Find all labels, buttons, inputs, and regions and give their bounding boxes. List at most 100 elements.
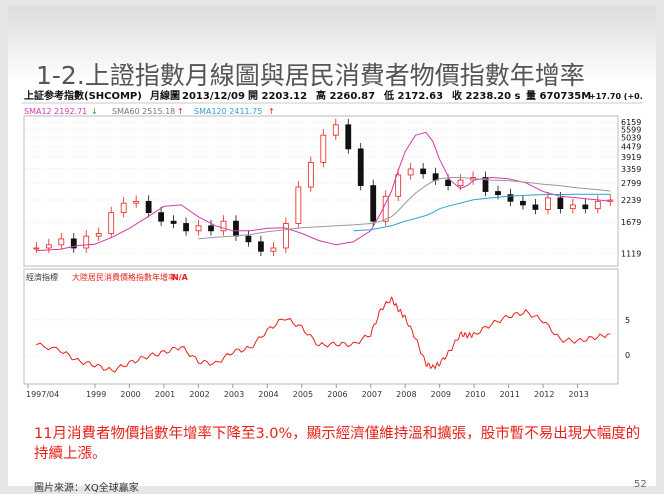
price-tick-label: 3359.64 <box>621 165 642 174</box>
candle-body <box>482 177 489 192</box>
candle-body <box>507 194 514 202</box>
candle-body <box>295 186 302 224</box>
candle-body <box>245 235 252 243</box>
candle-body <box>145 200 152 214</box>
candle-body <box>183 223 189 232</box>
candle-body <box>307 161 314 188</box>
moving-averages <box>36 131 611 252</box>
x-tick-label: 2003 <box>224 390 244 399</box>
x-tick-label: 2002 <box>189 390 209 399</box>
candle-body <box>45 244 52 249</box>
ma-line-sma60 <box>198 177 611 240</box>
chart-panel: 上証参考指數(SHCOMP) 月線圖 2013/12/09 開 2203.12 … <box>22 88 664 414</box>
candle-body <box>83 235 90 249</box>
candle-body <box>320 134 327 163</box>
candlesticks <box>33 118 614 257</box>
candle-body <box>407 168 414 176</box>
x-tick-label: 2005 <box>293 390 313 399</box>
quote-date: 2013/12/09 <box>182 91 245 102</box>
sma12-arrow-icon: ↓ <box>91 107 98 116</box>
cpi-grid <box>24 319 618 356</box>
cpi-plot-frame <box>23 268 619 385</box>
price-tick-label: 4479.52 <box>621 143 642 152</box>
candle-body <box>58 238 65 246</box>
price-tick-label: 1119.88 <box>621 249 642 258</box>
candle-body <box>258 241 264 252</box>
candle-body <box>370 185 377 222</box>
x-tick-label: 1999 <box>86 390 106 399</box>
quote-change: +17.70 (+0.80%) <box>589 92 642 101</box>
price-plot-frame <box>23 115 619 267</box>
candle-body <box>332 124 339 136</box>
candle-body <box>582 204 589 210</box>
price-tick-label: 5599.40 <box>621 125 642 134</box>
lower-indicator-name: 經濟指標 <box>26 272 58 282</box>
quote-close: 收 2238.20 s <box>452 89 521 102</box>
price-tick-label: 2799.70 <box>621 179 642 188</box>
candle-body <box>133 200 140 204</box>
quote-volume: 量 670735M <box>526 89 591 102</box>
price-axis: 6159.345599.405039.454479.523919.58 3359.… <box>621 118 654 258</box>
candle-body <box>70 238 77 249</box>
lower-series-name: 大陸居民消費價格指數年增率 <box>72 272 176 282</box>
x-tick-label: 2010 <box>465 390 485 399</box>
slide-caption: 11月消費者物價指數年增率下降至3.0%，顯示經濟僅維持溫和擴張，股市暫不易出現… <box>34 426 641 462</box>
slide-title: 1-2.上證指數月線圖與居民消費者物價指數年增率 <box>36 61 585 90</box>
candle-body <box>594 200 601 210</box>
price-tick-label: 3919.58 <box>621 153 642 162</box>
x-tick-label: 2008 <box>396 390 416 399</box>
cpi-line <box>36 296 611 373</box>
x-tick-label: 2009 <box>431 390 451 399</box>
candle-body <box>233 220 239 237</box>
x-tick-label: 2000 <box>120 390 140 399</box>
candle-body <box>208 225 214 232</box>
candle-body <box>120 202 127 214</box>
cpi-tick-label: 5 <box>625 316 630 325</box>
sma60-arrow-icon: ↑ <box>177 107 184 116</box>
sma12-label: SMA12 2192.71 <box>24 107 87 116</box>
cpi-axis: 50 <box>625 316 630 360</box>
candle-body <box>170 220 177 224</box>
candle-body <box>195 225 202 232</box>
candle-body <box>282 223 289 249</box>
quote-symbol: 上証参考指數(SHCOMP) <box>24 89 142 102</box>
image-source: 圖片來源：XQ全球贏家 <box>34 483 139 494</box>
candle-body <box>395 174 402 197</box>
sma60-label: SMA60 2515.18 <box>112 107 175 116</box>
sma120-label: SMA120 2411.75 <box>194 107 262 116</box>
x-axis: 1997/04 1999 2000 2001 2002 2003 2004 2005 2006 2… <box>26 384 589 399</box>
x-tick-label: 1997/04 <box>26 390 59 399</box>
price-tick-label: 5039.45 <box>621 134 642 143</box>
ma-line-sma12 <box>36 131 611 252</box>
quote-low: 低 2172.63 <box>383 89 443 102</box>
candle-body <box>95 233 102 237</box>
sma120-arrow-icon: ↑ <box>268 107 275 116</box>
candle-body <box>420 168 427 175</box>
x-tick-label: 2013 <box>569 390 589 399</box>
quote-period: 月線圖 <box>149 89 180 102</box>
candle-body <box>532 204 539 210</box>
candle-body <box>569 204 576 210</box>
x-tick-label: 2012 <box>534 390 554 399</box>
indicator-legend: SMA12 2192.71 ↓ SMA60 2515.18 ↑ SMA120 2… <box>24 107 275 116</box>
candle-body <box>457 179 464 186</box>
quote-bar: 上証参考指數(SHCOMP) 月線圖 2013/12/09 開 2203.12 … <box>24 89 664 102</box>
quote-high: 高 2260.87 <box>316 89 375 102</box>
quote-open: 開 2203.12 <box>248 90 307 102</box>
candle-body <box>445 179 451 186</box>
x-tick-label: 2004 <box>258 390 278 399</box>
candle-body <box>544 197 551 210</box>
candle-body <box>557 197 564 210</box>
price-tick-label: 6159.34 <box>621 118 642 127</box>
x-tick-label: 2001 <box>155 390 175 399</box>
x-tick-label: 2007 <box>362 390 382 399</box>
title-bar <box>8 6 656 82</box>
candle-body <box>520 200 526 206</box>
slide: 1-2.上證指數月線圖與居民消費者物價指數年增率 上証参考指數(SHCOMP) … <box>8 6 664 494</box>
ma-line-sma120 <box>353 193 611 232</box>
candle-body <box>495 191 501 196</box>
candle-body <box>345 124 352 150</box>
lower-legend: 經濟指標 大陸居民消費價格指數年增率 N/A <box>26 272 189 282</box>
candle-body <box>220 220 227 232</box>
stock-chart: 上証参考指數(SHCOMP) 月線圖 2013/12/09 開 2203.12 … <box>22 89 664 399</box>
